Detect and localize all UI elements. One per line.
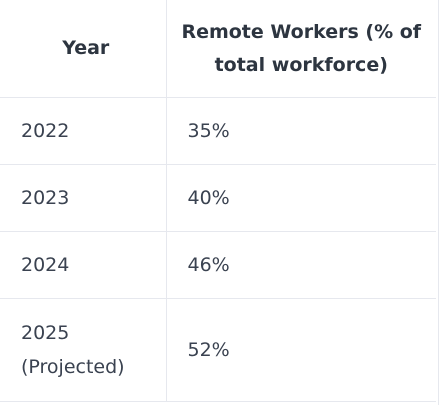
cell-percent: 35% (166, 97, 436, 165)
cell-year: 2025 (Projected) (0, 298, 167, 402)
header-row: Year Remote Workers (% of total workforc… (0, 0, 436, 98)
table-header: Year Remote Workers (% of total workforc… (0, 0, 436, 98)
cell-percent: 46% (166, 231, 436, 299)
table-row: 2023 40% (0, 164, 436, 232)
table-row: 2025 (Projected) 52% (0, 298, 436, 402)
cell-year: 2023 (0, 164, 167, 232)
table-row: 2024 46% (0, 231, 436, 299)
cell-year: 2022 (0, 97, 167, 165)
table-row: 2022 35% (0, 97, 436, 165)
header-year: Year (0, 0, 167, 98)
header-remote-workers: Remote Workers (% of total workforce) (166, 0, 436, 98)
cell-percent: 52% (166, 298, 436, 402)
table-body: 2022 35% 2023 40% 2024 46% 2025 (Project… (0, 97, 436, 402)
cell-percent: 40% (166, 164, 436, 232)
cell-year: 2024 (0, 231, 167, 299)
